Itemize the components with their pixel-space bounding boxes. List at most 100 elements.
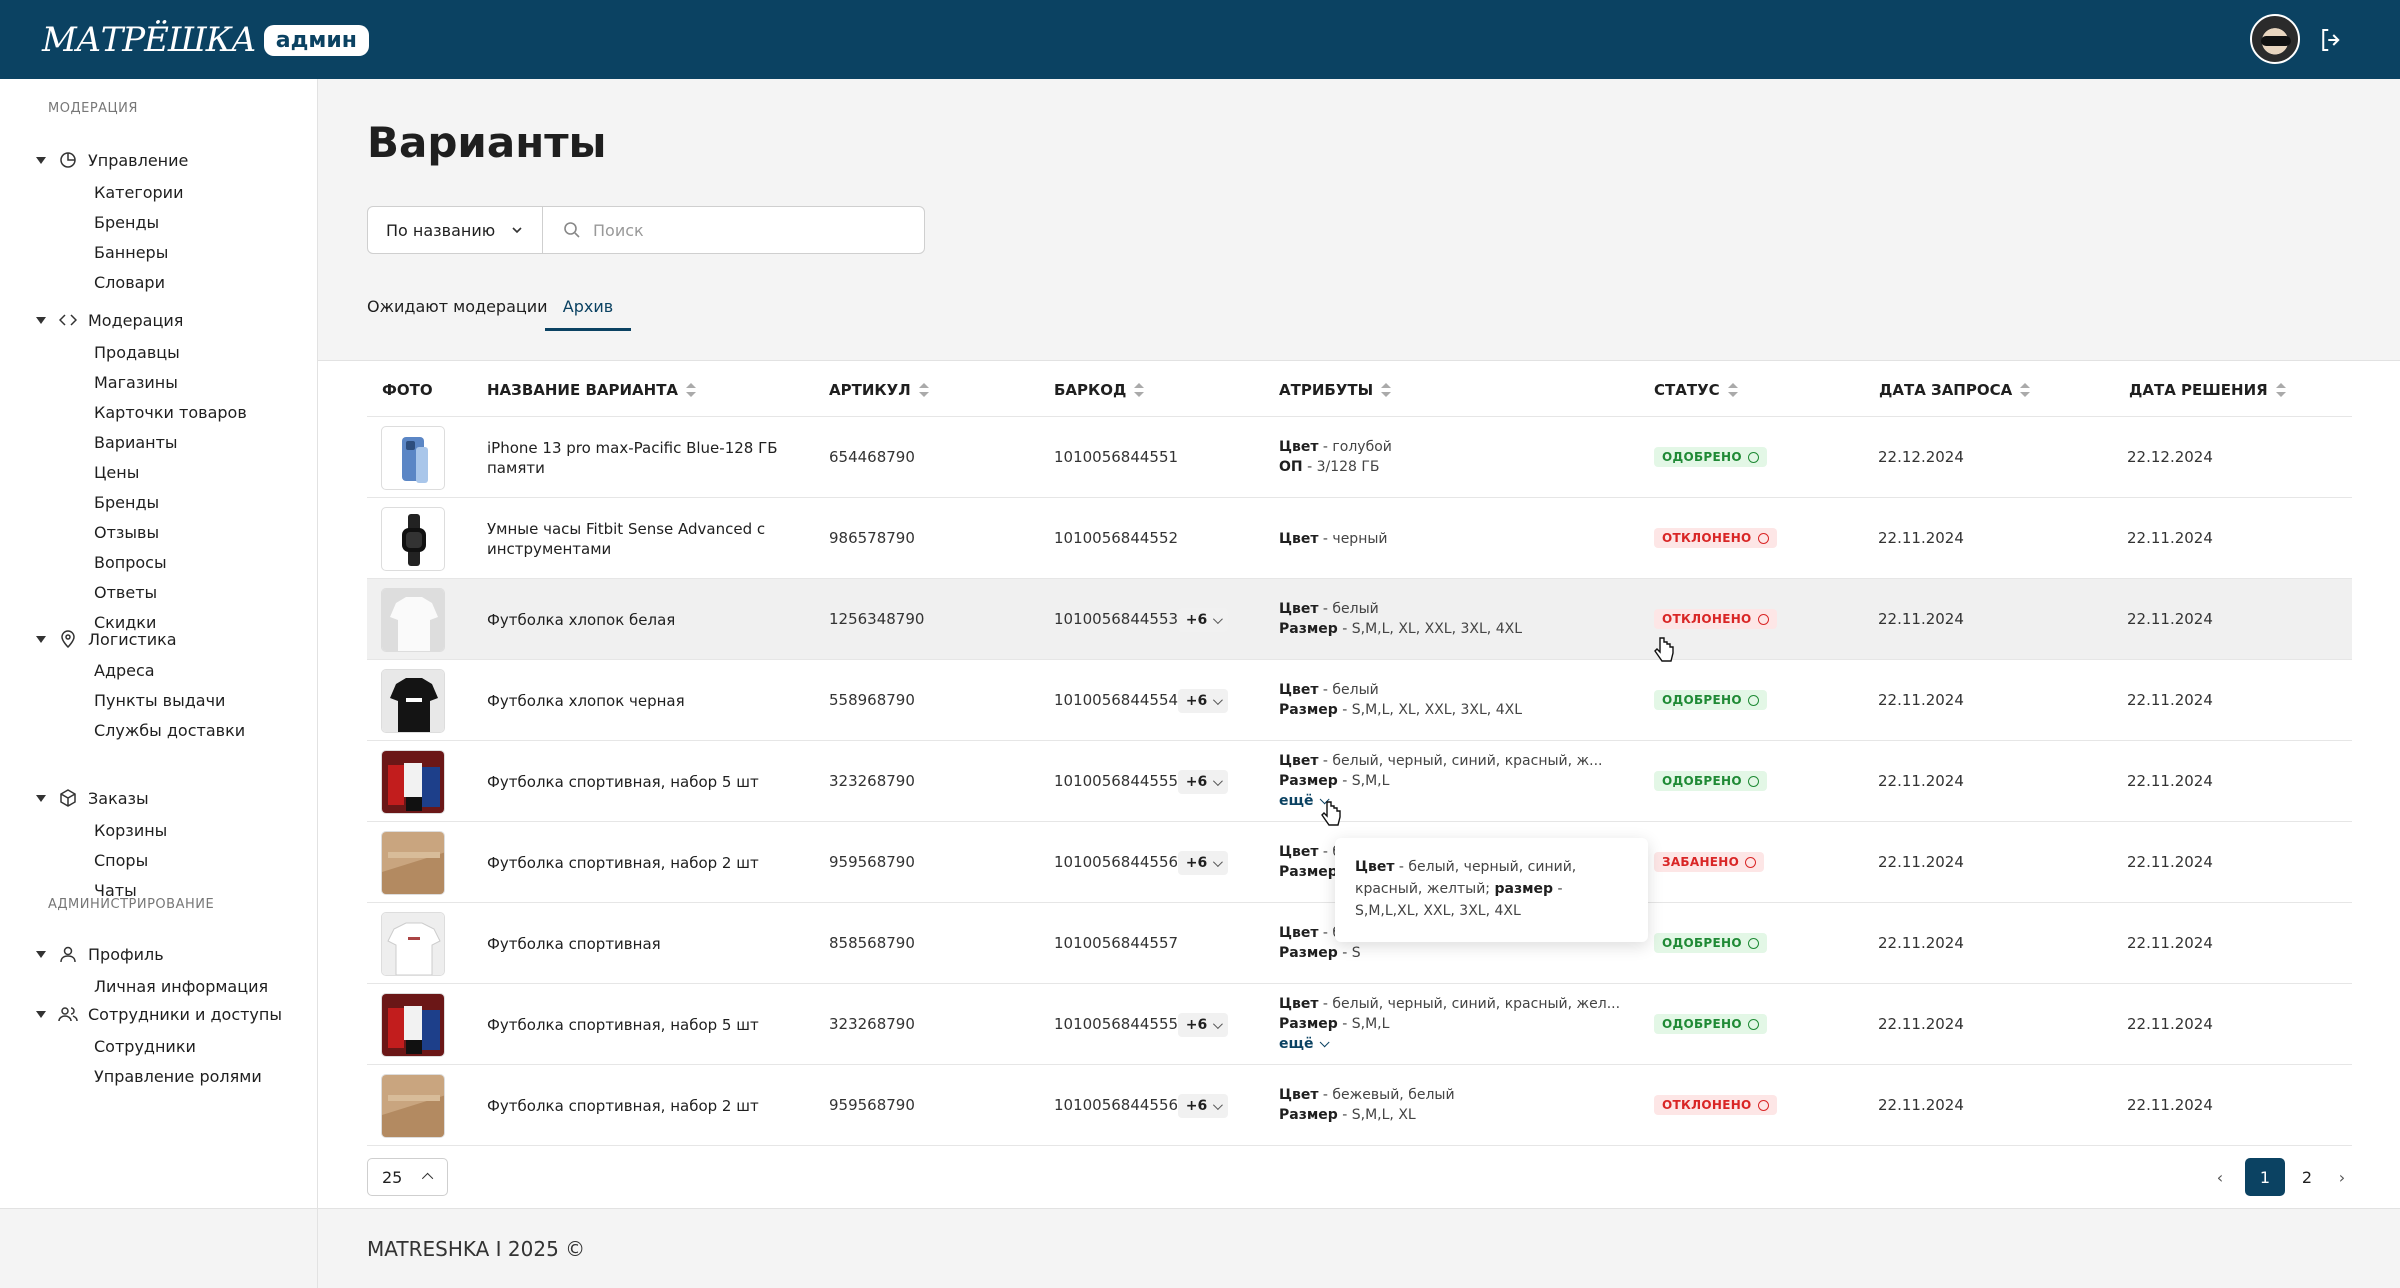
column-header[interactable]: ДАТА РЕШЕНИЯ bbox=[2129, 381, 2286, 399]
variant-name[interactable]: Футболка хлопок белая bbox=[487, 611, 676, 629]
decision-date: 22.11.2024 bbox=[2127, 853, 2213, 871]
sidebar-item[interactable]: Сотрудники bbox=[94, 1037, 196, 1056]
sidebar-item[interactable]: Продавцы bbox=[94, 343, 180, 362]
sidebar-item[interactable]: Вопросы bbox=[94, 553, 167, 572]
attribute-key: Размер bbox=[1279, 864, 1338, 880]
show-more-attributes-link[interactable]: ещё bbox=[1279, 1034, 1619, 1054]
table-row[interactable]: Футболка спортивная 858568790 101005684455… bbox=[367, 903, 2352, 984]
sidebar-item[interactable]: Службы доставки bbox=[94, 721, 246, 740]
sidebar-item[interactable]: Словари bbox=[94, 273, 165, 292]
sort-icon[interactable] bbox=[686, 383, 697, 397]
decision-date: 22.11.2024 bbox=[2127, 529, 2213, 547]
page-button-2[interactable]: 2 bbox=[2301, 1167, 2313, 1187]
column-header[interactable]: СТАТУС bbox=[1654, 381, 1738, 399]
tab-pending[interactable]: Ожидают модерации bbox=[367, 297, 548, 316]
more-barcodes-button[interactable]: +6 bbox=[1178, 770, 1228, 794]
table-row[interactable]: Футболка хлопок черная 558968790 101005684… bbox=[367, 660, 2352, 741]
table-row[interactable]: Футболка спортивная, набор 2 шт 959568790… bbox=[367, 1065, 2352, 1146]
column-header[interactable]: АТРИБУТЫ bbox=[1279, 381, 1392, 399]
sidebar-group-2[interactable]: Логистика bbox=[36, 626, 177, 652]
attribute-value: - голубой bbox=[1318, 439, 1392, 455]
page-button-1[interactable]: 1 bbox=[2245, 1158, 2285, 1196]
sidebar-item[interactable]: Чаты bbox=[94, 881, 137, 900]
page-next-button[interactable]: › bbox=[2338, 1167, 2346, 1187]
sidebar-item[interactable]: Бренды bbox=[94, 213, 160, 232]
more-barcodes-button[interactable]: +6 bbox=[1178, 851, 1228, 875]
variant-name[interactable]: Футболка спортивная, набор 2 шт bbox=[487, 1097, 759, 1115]
variant-name[interactable]: Футболка спортивная, набор 5 шт bbox=[487, 1016, 759, 1034]
more-barcodes-button[interactable]: +6 bbox=[1178, 689, 1228, 713]
page-prev-button[interactable]: ‹ bbox=[2216, 1167, 2224, 1187]
sidebar: МОДЕРАЦИЯ АДМИНИСТРИРОВАНИЕ Управление Кате… bbox=[0, 79, 318, 1210]
attribute-key: Цвет bbox=[1279, 531, 1319, 547]
more-barcodes-button[interactable]: +6 bbox=[1178, 1013, 1228, 1037]
status-label: ОДОБРЕНО bbox=[1662, 1017, 1742, 1031]
sidebar-item[interactable]: Адреса bbox=[94, 661, 155, 680]
sidebar-item[interactable]: Бренды bbox=[94, 493, 160, 512]
variant-name[interactable]: Футболка хлопок черная bbox=[487, 692, 685, 710]
more-barcodes-button[interactable]: +6 bbox=[1178, 608, 1228, 632]
avatar[interactable] bbox=[2250, 14, 2300, 64]
column-header[interactable]: АРТИКУЛ bbox=[829, 381, 929, 399]
sidebar-item[interactable]: Категории bbox=[94, 183, 184, 202]
sidebar-item[interactable]: Отзывы bbox=[94, 523, 160, 542]
logo[interactable]: МАТРЁШКА админ bbox=[42, 20, 370, 60]
column-header[interactable]: ДАТА ЗАПРОСА bbox=[1879, 381, 2031, 399]
decision-date: 22.11.2024 bbox=[2127, 772, 2213, 790]
sidebar-group-5[interactable]: Сотрудники и доступы bbox=[36, 1001, 282, 1027]
sidebar-item[interactable]: Скидки bbox=[94, 613, 157, 632]
table-row[interactable]: Футболка спортивная, набор 5 шт 323268790… bbox=[367, 741, 2352, 822]
sidebar-group-1[interactable]: Модерация bbox=[36, 307, 183, 333]
sidebar-item[interactable]: Баннеры bbox=[94, 243, 169, 262]
sort-icon[interactable] bbox=[1727, 383, 1738, 397]
table-row[interactable]: Футболка спортивная, набор 5 шт 323268790… bbox=[367, 984, 2352, 1065]
sort-icon[interactable] bbox=[2275, 383, 2286, 397]
sort-icon[interactable] bbox=[2020, 383, 2031, 397]
logout-icon[interactable] bbox=[2317, 25, 2347, 55]
variant-name[interactable]: Умные часы Fitbit Sense Advanced с инстр… bbox=[487, 520, 766, 558]
column-header-label: АРТИКУЛ bbox=[829, 381, 911, 399]
sort-icon[interactable] bbox=[1134, 383, 1145, 397]
sidebar-group-3[interactable]: Заказы bbox=[36, 785, 149, 811]
attribute-line: Размер - S,M,L bbox=[1279, 1014, 1619, 1034]
table-row[interactable]: Футболка хлопок белая 1256348790 101005684… bbox=[367, 579, 2352, 660]
filter-select[interactable]: По названию bbox=[367, 206, 543, 254]
per-page-select[interactable]: 25 bbox=[367, 1158, 448, 1196]
sidebar-item[interactable]: Личная информация bbox=[94, 977, 269, 996]
search-input[interactable] bbox=[593, 220, 893, 240]
caret-down-icon bbox=[36, 156, 46, 164]
sidebar-item[interactable]: Цены bbox=[94, 463, 140, 482]
status-label: ОДОБРЕНО bbox=[1662, 936, 1742, 950]
sort-icon[interactable] bbox=[918, 383, 929, 397]
sort-icon[interactable] bbox=[1381, 383, 1392, 397]
check-circle-icon bbox=[1747, 694, 1759, 706]
variant-name[interactable]: Футболка спортивная, набор 2 шт bbox=[487, 854, 759, 872]
search-box[interactable] bbox=[542, 206, 925, 254]
attributes: Цвет - белый Размер - S,M,L, XL, XXL, 3XL… bbox=[1279, 680, 1619, 720]
variant-name[interactable]: Футболка спортивная bbox=[487, 935, 661, 953]
sidebar-item[interactable]: Управление ролями bbox=[94, 1067, 262, 1086]
variant-name[interactable]: iPhone 13 pro max-Pacific Blue-128 ГБ па… bbox=[487, 439, 778, 477]
sidebar-item[interactable]: Ответы bbox=[94, 583, 158, 602]
table-row[interactable]: iPhone 13 pro max-Pacific Blue-128 ГБ па… bbox=[367, 417, 2352, 498]
show-more-attributes-link[interactable]: ещё bbox=[1279, 791, 1619, 811]
column-header-label: СТАТУС bbox=[1654, 381, 1720, 399]
sidebar-item[interactable]: Карточки товаров bbox=[94, 403, 247, 422]
sidebar-item[interactable]: Магазины bbox=[94, 373, 178, 392]
variant-name[interactable]: Футболка спортивная, набор 5 шт bbox=[487, 773, 759, 791]
sidebar-item[interactable]: Пункты выдачи bbox=[94, 691, 226, 710]
search-icon bbox=[564, 222, 580, 238]
sidebar-item[interactable]: Корзины bbox=[94, 821, 168, 840]
more-barcodes-button[interactable]: +6 bbox=[1178, 1094, 1228, 1118]
chevron-up-icon bbox=[421, 1172, 434, 1185]
tab-archive[interactable]: Архив bbox=[545, 297, 631, 331]
table-row[interactable]: Умные часы Fitbit Sense Advanced с инстр… bbox=[367, 498, 2352, 579]
variants-table: ФОТО НАЗВАНИЕ ВАРИАНТА АРТИКУЛ БАРКОД АТРИБУ… bbox=[318, 360, 2400, 1208]
column-header[interactable]: НАЗВАНИЕ ВАРИАНТА bbox=[487, 381, 697, 399]
sidebar-group-4[interactable]: Профиль bbox=[36, 941, 164, 967]
column-header[interactable]: БАРКОД bbox=[1054, 381, 1145, 399]
sidebar-item[interactable]: Споры bbox=[94, 851, 149, 870]
sidebar-group-0[interactable]: Управление bbox=[36, 147, 188, 173]
minus-circle-icon bbox=[1757, 613, 1769, 625]
sidebar-item[interactable]: Варианты bbox=[94, 433, 178, 452]
